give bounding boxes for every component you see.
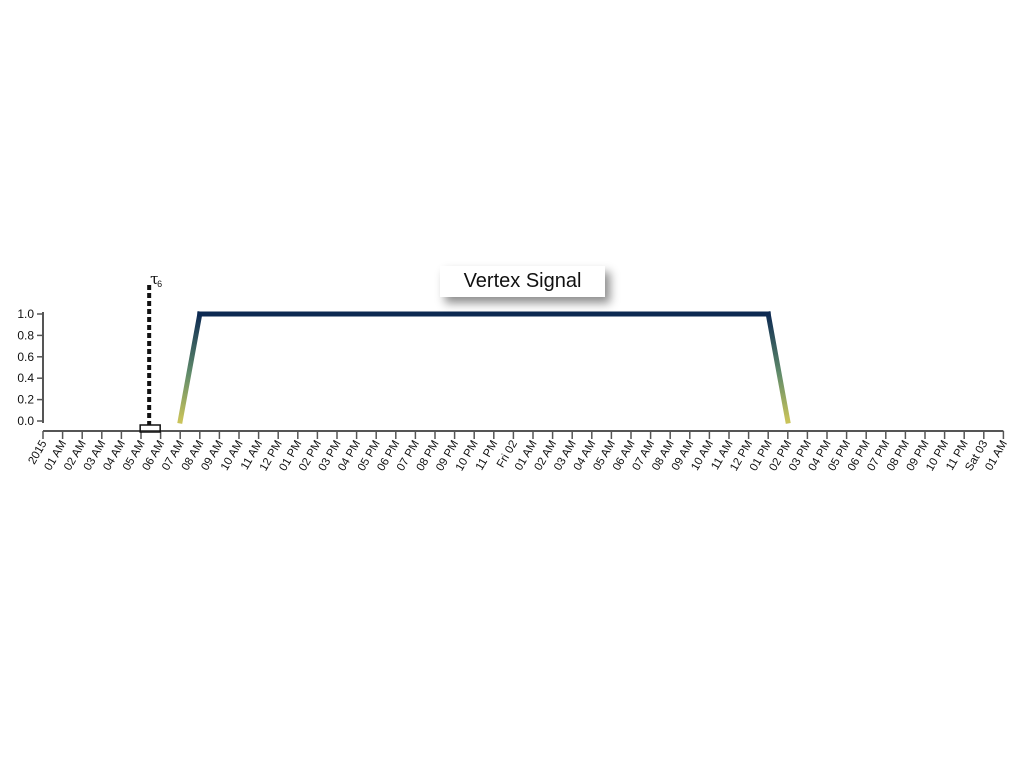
y-tick-label: 0.2 xyxy=(17,393,34,407)
y-tick-label: 0.8 xyxy=(17,328,34,342)
tau-marker: τ6 xyxy=(139,270,162,433)
tau-marker-subscript: 6 xyxy=(157,279,162,289)
series-line xyxy=(40,311,1006,424)
tau-marker-label: τ xyxy=(150,270,158,288)
tau-marker-base xyxy=(139,424,161,433)
series-segment xyxy=(765,311,791,424)
chart-title: Vertex Signal xyxy=(440,266,605,297)
y-tick-label: 0.0 xyxy=(17,414,34,428)
y-axis-ticks: 0.0 0.2 0.4 0.6 0.8 1.0 xyxy=(17,307,43,428)
y-tick-label: 0.4 xyxy=(17,371,34,385)
axes xyxy=(42,312,1004,432)
series-segment xyxy=(177,311,203,424)
y-tick-label: 0.6 xyxy=(17,350,34,364)
y-tick-label: 1.0 xyxy=(17,307,34,321)
